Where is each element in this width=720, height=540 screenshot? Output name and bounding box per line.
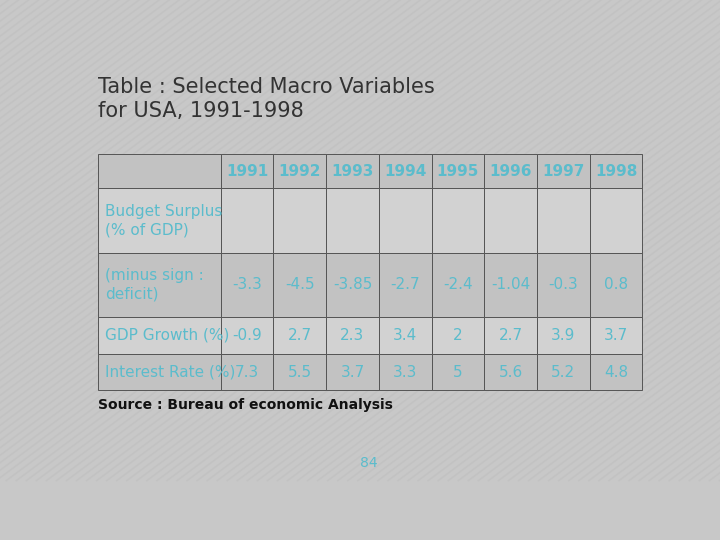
- Text: 2: 2: [453, 328, 463, 343]
- Text: 5.6: 5.6: [498, 364, 523, 380]
- Bar: [220, 154, 274, 188]
- Text: GDP Growth (%): GDP Growth (%): [105, 328, 230, 343]
- Text: -0.9: -0.9: [232, 328, 262, 343]
- Bar: [485, 188, 537, 253]
- Text: -3.85: -3.85: [333, 278, 372, 293]
- Bar: [99, 188, 220, 253]
- Bar: [431, 188, 485, 253]
- Text: Table : Selected Macro Variables
for USA, 1991-1998: Table : Selected Macro Variables for USA…: [99, 77, 435, 122]
- Bar: [274, 317, 326, 354]
- Text: -4.5: -4.5: [285, 278, 315, 293]
- Bar: [590, 154, 642, 188]
- Bar: [590, 253, 642, 317]
- Text: 7.3: 7.3: [235, 364, 259, 380]
- Bar: [485, 354, 537, 390]
- Text: 1996: 1996: [490, 164, 532, 179]
- Text: 5.2: 5.2: [552, 364, 575, 380]
- Bar: [326, 354, 379, 390]
- Text: 3.4: 3.4: [393, 328, 418, 343]
- Bar: [537, 317, 590, 354]
- Bar: [326, 188, 379, 253]
- Bar: [379, 354, 431, 390]
- Bar: [590, 188, 642, 253]
- Bar: [537, 253, 590, 317]
- Text: (minus sign :
deficit): (minus sign : deficit): [105, 268, 204, 301]
- Text: 3.7: 3.7: [341, 364, 364, 380]
- Bar: [431, 253, 485, 317]
- Text: 5: 5: [453, 364, 463, 380]
- Bar: [431, 154, 485, 188]
- Bar: [220, 188, 274, 253]
- Bar: [220, 317, 274, 354]
- Text: -1.04: -1.04: [491, 278, 530, 293]
- Text: 3.9: 3.9: [551, 328, 575, 343]
- Text: 0.8: 0.8: [604, 278, 628, 293]
- Bar: [99, 317, 220, 354]
- Text: 1998: 1998: [595, 164, 637, 179]
- Text: 3.7: 3.7: [604, 328, 628, 343]
- Text: 4.8: 4.8: [604, 364, 628, 380]
- Text: 1997: 1997: [542, 164, 585, 179]
- Bar: [99, 253, 220, 317]
- Bar: [379, 317, 431, 354]
- Bar: [537, 154, 590, 188]
- Text: 2.7: 2.7: [288, 328, 312, 343]
- Bar: [99, 354, 220, 390]
- Text: 2.3: 2.3: [341, 328, 364, 343]
- Text: -2.4: -2.4: [443, 278, 473, 293]
- Text: Interest Rate (%): Interest Rate (%): [105, 364, 235, 380]
- Bar: [274, 253, 326, 317]
- Bar: [590, 354, 642, 390]
- Text: 1992: 1992: [279, 164, 321, 179]
- Bar: [326, 253, 379, 317]
- Bar: [274, 154, 326, 188]
- Bar: [274, 188, 326, 253]
- Text: 5.5: 5.5: [288, 364, 312, 380]
- Text: Source : Bureau of economic Analysis: Source : Bureau of economic Analysis: [99, 398, 393, 412]
- Bar: [326, 154, 379, 188]
- Bar: [326, 317, 379, 354]
- Text: 2.7: 2.7: [498, 328, 523, 343]
- Bar: [431, 317, 485, 354]
- Bar: [537, 354, 590, 390]
- Text: Budget Surplus
(% of GDP): Budget Surplus (% of GDP): [105, 204, 222, 237]
- Text: 3.3: 3.3: [393, 364, 418, 380]
- Bar: [220, 253, 274, 317]
- Bar: [485, 154, 537, 188]
- Bar: [379, 188, 431, 253]
- Bar: [379, 154, 431, 188]
- Bar: [431, 354, 485, 390]
- Bar: [274, 354, 326, 390]
- Text: 1995: 1995: [437, 164, 479, 179]
- Text: 1993: 1993: [331, 164, 374, 179]
- Text: -2.7: -2.7: [390, 278, 420, 293]
- Text: 1994: 1994: [384, 164, 426, 179]
- Text: 1991: 1991: [226, 164, 268, 179]
- Bar: [485, 253, 537, 317]
- Bar: [590, 317, 642, 354]
- Bar: [220, 354, 274, 390]
- Text: 84: 84: [360, 456, 378, 470]
- Text: -3.3: -3.3: [232, 278, 262, 293]
- Text: -0.3: -0.3: [549, 278, 578, 293]
- Bar: [99, 154, 220, 188]
- Bar: [485, 317, 537, 354]
- Bar: [537, 188, 590, 253]
- Bar: [379, 253, 431, 317]
